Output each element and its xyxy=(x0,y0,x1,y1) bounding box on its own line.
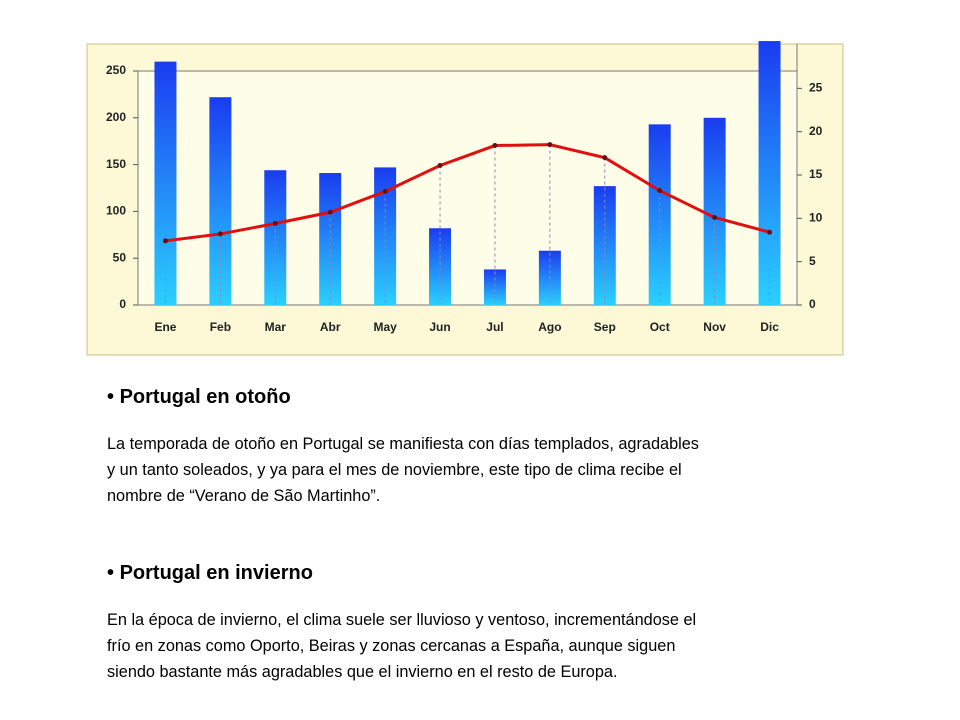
section: Portugal en invierno En la época de invie… xyxy=(107,562,696,685)
y-tick-label: 150 xyxy=(106,157,126,171)
x-tick-label: Ene xyxy=(154,320,176,334)
y2-tick-label: 10 xyxy=(809,211,823,225)
x-tick-label: Ago xyxy=(538,320,561,334)
y-tick-label: 0 xyxy=(119,297,126,311)
x-tick-label: Jul xyxy=(486,320,503,334)
section-heading: Portugal en invierno xyxy=(107,562,696,585)
y-tick-label: 50 xyxy=(113,250,127,264)
line-point xyxy=(437,162,443,168)
y2-tick-label: 15 xyxy=(809,167,823,181)
paragraph-line: nombre de “Verano de São Martinho”. xyxy=(107,487,381,505)
y2-tick-label: 5 xyxy=(809,254,816,268)
x-tick-label: Sep xyxy=(594,320,616,334)
section-heading: Portugal en otoño xyxy=(107,386,699,409)
y-tick-label: 250 xyxy=(106,63,126,77)
bar xyxy=(593,186,616,305)
line-point xyxy=(217,231,223,237)
y2-tick-label: 0 xyxy=(809,297,816,311)
line-point xyxy=(767,229,773,235)
line-point xyxy=(492,143,498,149)
x-tick-label: Abr xyxy=(320,320,341,334)
paragraph-line: La temporada de otoño en Portugal se man… xyxy=(107,435,699,453)
line-point xyxy=(327,209,333,215)
y-tick-label: 200 xyxy=(106,110,126,124)
bar xyxy=(703,117,726,305)
y2-tick-label: 20 xyxy=(809,124,823,138)
line-point xyxy=(162,238,168,244)
x-tick-label: Oct xyxy=(650,320,670,334)
y2-tick-label: 25 xyxy=(809,81,823,95)
bar xyxy=(758,41,781,305)
x-tick-label: Feb xyxy=(210,320,231,334)
line-point xyxy=(547,142,553,148)
bar xyxy=(154,61,177,305)
line-point xyxy=(602,155,608,161)
y-tick-label: 100 xyxy=(106,204,126,218)
line-point xyxy=(657,188,663,194)
paragraph-line: En la época de invierno, el clima suele … xyxy=(107,611,697,629)
section: Portugal en otoño La temporada de otoño e… xyxy=(107,386,699,509)
line-point xyxy=(382,188,388,194)
paragraph-line: y un tanto soleados, y ya para el mes de… xyxy=(107,461,682,479)
paragraph-line: frío en zonas como Oporto, Beiras y zona… xyxy=(107,637,676,655)
x-tick-label: Jun xyxy=(429,320,450,334)
bar xyxy=(429,228,452,305)
chart: 0 50 100 150 200 250 0 5 10 15 20 25 Ene Feb Mar Abr May… xyxy=(86,41,844,356)
paragraph-line: siendo bastante más agradables que el in… xyxy=(107,663,618,681)
bar xyxy=(209,97,232,305)
x-tick-label: Nov xyxy=(703,320,726,334)
x-tick-label: May xyxy=(373,320,397,334)
plot-area xyxy=(137,70,798,306)
line-point xyxy=(712,214,718,220)
bar xyxy=(483,269,506,305)
line xyxy=(165,143,770,243)
x-tick-label: Dic xyxy=(760,320,779,334)
line-point xyxy=(272,221,278,227)
x-tick-label: Mar xyxy=(265,320,287,334)
